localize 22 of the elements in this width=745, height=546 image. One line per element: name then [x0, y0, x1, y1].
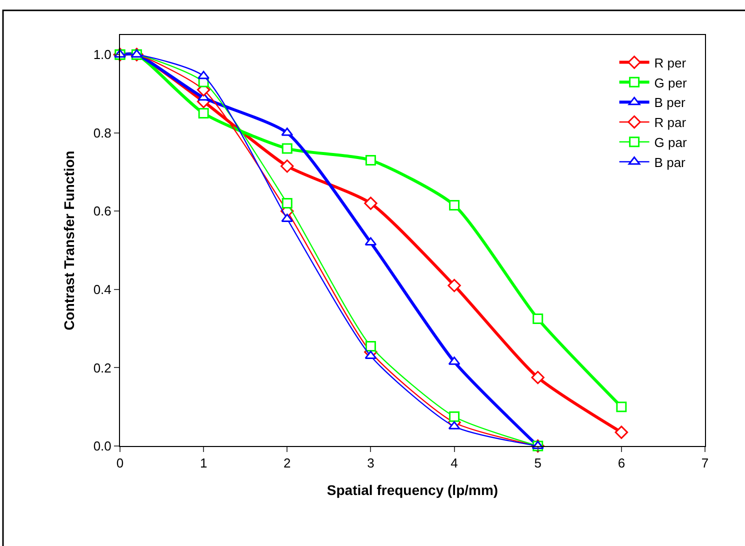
- legend-label: R per: [654, 55, 687, 70]
- x-tick-label: 7: [701, 456, 709, 471]
- y-tick-label: 1.0: [93, 47, 112, 62]
- x-tick-label: 4: [450, 456, 458, 471]
- x-tick-label: 3: [367, 456, 374, 471]
- legend-label: G par: [654, 134, 688, 150]
- legend-label: B per: [654, 95, 686, 110]
- x-tick-label: 2: [284, 456, 291, 471]
- x-axis-title: Spatial frequency (lp/mm): [326, 482, 498, 498]
- x-tick-label: 0: [116, 456, 124, 471]
- y-axis-title: Contrast Transfer Function: [60, 150, 77, 330]
- y-tick-label: 0.4: [93, 282, 112, 297]
- legend-label: R par: [654, 115, 687, 130]
- legend-label: B par: [654, 154, 686, 170]
- y-tick-label: 0.2: [93, 360, 112, 376]
- x-tick-label: 6: [618, 456, 626, 471]
- y-tick-label: 0.0: [93, 438, 112, 454]
- legend-label: G per: [654, 75, 688, 90]
- x-tick-label: 5: [534, 456, 542, 471]
- y-tick-label: 0.8: [93, 125, 112, 140]
- x-tick-label: 1: [200, 456, 208, 471]
- y-tick-label: 0.6: [93, 204, 112, 219]
